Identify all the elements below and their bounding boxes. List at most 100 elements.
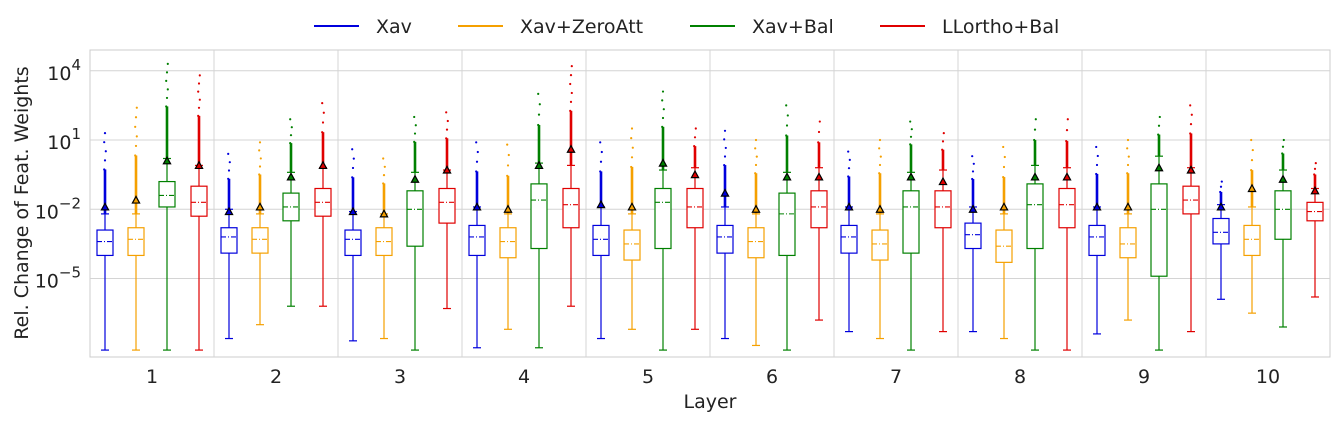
flier-point [322,111,325,114]
flier-point [817,130,821,134]
flier-point [1066,118,1069,121]
flier-point [321,121,325,124]
flier-point [258,149,261,152]
mean-marker [906,172,916,181]
flier-point [197,114,200,118]
y-tick-exponent: 1 [71,125,81,143]
flier-point [910,128,913,131]
flier-point [103,168,106,171]
legend-item: Xav+ZeroAtt [458,16,643,38]
flier-point [445,111,448,114]
box [995,145,1013,340]
x-tick-label: 2 [270,366,282,388]
box-series [96,62,1324,351]
flier-point [198,74,201,77]
mean-marker [1278,174,1288,183]
box [964,155,982,333]
flier-point [382,157,385,160]
flier-point [723,163,726,167]
flier-point [507,153,510,157]
mean-marker [627,202,637,211]
box [840,150,858,333]
mean-marker [534,160,544,170]
y-axis-title: Rel. Change of Feat. Weights [11,66,33,339]
flier-point [1127,155,1130,158]
flier-point [785,104,788,107]
flier-point [1095,163,1099,167]
y-tick-base: 10 [47,132,71,154]
flier-point [165,96,169,100]
box-body [562,187,580,229]
flier-point [290,126,293,129]
flier-point [258,165,262,168]
y-tick-base: 10 [35,271,59,293]
box-body [1212,217,1230,245]
flier-point [134,116,138,119]
box-body [1274,190,1292,240]
box [1212,180,1230,300]
y-tick-label: 104 [47,56,81,85]
flier-point [1002,145,1005,149]
flier-point [972,162,975,165]
flier-point [321,131,324,134]
flier-point [258,173,261,176]
flier-point [754,172,757,175]
flier-point [1281,145,1285,148]
box [623,127,641,330]
box-body [344,229,362,257]
flier-point [661,99,664,102]
flier-point [1002,175,1005,179]
box-body [1058,187,1076,229]
series-llortho-bal [190,65,1324,351]
x-tick-label: 9 [1138,366,1150,388]
mean-marker [1123,202,1133,211]
mean-marker [999,202,1009,211]
flier-point [570,91,573,95]
mean-marker [658,158,668,167]
box-body [530,183,548,250]
flier-point [630,165,633,169]
box-body [716,224,734,254]
flier-point [631,146,634,149]
flier-point [165,79,168,82]
mean-marker [410,174,420,183]
flier-point [694,127,697,130]
box [438,111,456,310]
series-xav-bal [158,62,1292,351]
flier-point [134,125,137,128]
box-body [623,229,641,261]
flier-point [134,144,138,148]
legend-label: LLortho+Bal [942,16,1059,38]
flier-point [1002,165,1006,169]
box [871,138,889,340]
x-tick-label: 1 [146,366,158,388]
box-body [1088,224,1106,257]
flier-point [445,137,448,140]
flier-point [197,90,200,93]
flier-point [446,119,449,123]
box-body [934,190,952,229]
flier-point [848,158,851,161]
mean-marker [968,204,978,213]
flier-point [600,150,603,154]
flier-point [352,157,355,160]
y-tick-label: 10−2 [35,194,81,223]
flier-point [1065,139,1068,143]
flier-point [166,88,169,91]
box-body [438,187,456,224]
flier-point [909,135,913,138]
flier-point [258,141,262,144]
flier-point [630,136,633,140]
mean-marker [782,172,792,181]
flier-point [413,140,416,143]
mean-marker [938,176,948,186]
box-body [1150,183,1168,277]
box [934,131,952,333]
box-body [158,180,176,208]
mean-marker [472,202,482,211]
box [810,120,828,321]
flier-point [1189,132,1192,135]
flier-point [971,177,974,181]
mean-marker [1092,202,1102,211]
